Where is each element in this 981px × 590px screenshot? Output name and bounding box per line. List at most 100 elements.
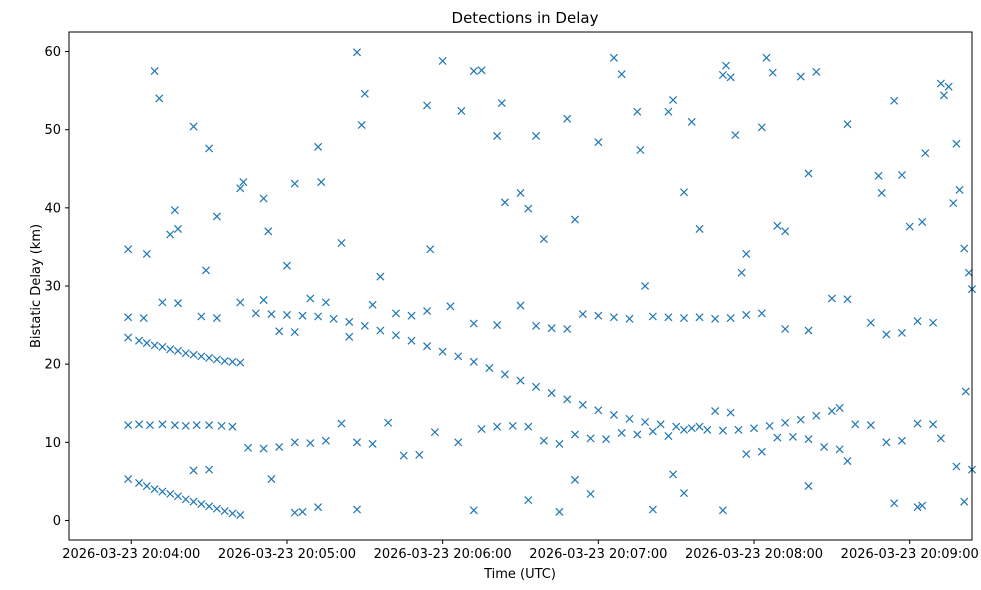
x-tick-label: 2026-03-23 20:06:00 (374, 547, 512, 562)
data-point (570, 475, 580, 484)
y-tick-label: 60 (44, 45, 61, 60)
data-point (391, 331, 400, 340)
data-point (773, 433, 782, 442)
data-point (905, 222, 914, 231)
data-point (158, 298, 167, 307)
data-point (259, 194, 268, 203)
data-point (317, 178, 326, 187)
data-point (625, 414, 634, 423)
data-point (236, 184, 245, 193)
data-point (197, 500, 206, 509)
data-point (290, 438, 299, 447)
data-point (508, 421, 517, 430)
data-point (426, 245, 435, 254)
data-point (929, 318, 938, 327)
data-point (264, 227, 273, 236)
data-point (781, 324, 790, 334)
data-point (563, 114, 572, 123)
data-point (516, 301, 525, 310)
data-point (205, 465, 214, 474)
data-point (737, 268, 746, 277)
data-point (290, 179, 299, 188)
data-point (430, 428, 439, 437)
data-point (718, 70, 727, 80)
data-point (936, 434, 945, 443)
data-point (212, 355, 221, 364)
data-point (796, 72, 805, 81)
data-point (695, 313, 704, 322)
data-point (578, 400, 587, 409)
data-point (866, 318, 875, 327)
data-point (360, 321, 369, 330)
data-point (570, 215, 580, 224)
data-point (275, 442, 284, 452)
data-point (617, 428, 626, 437)
data-point (376, 326, 385, 335)
data-point (641, 281, 650, 291)
data-point (142, 339, 151, 348)
data-point (718, 506, 727, 515)
x-tick-label: 2026-03-23 20:07:00 (529, 547, 667, 562)
data-point (960, 244, 969, 253)
data-point (469, 67, 478, 76)
data-point (586, 489, 595, 498)
data-point (407, 311, 416, 320)
data-point (633, 107, 642, 116)
data-point (788, 432, 797, 441)
data-point (964, 268, 973, 277)
data-point (804, 326, 813, 335)
data-point (843, 457, 852, 466)
data-point (762, 53, 771, 62)
data-point (773, 221, 782, 230)
data-point (757, 447, 766, 456)
data-point (173, 492, 183, 501)
y-tick-label: 0 (53, 514, 61, 529)
data-point (236, 358, 245, 367)
y-tick-label: 10 (44, 436, 61, 451)
data-point (298, 311, 307, 320)
data-point (166, 230, 175, 239)
data-point (282, 261, 291, 270)
data-point (648, 427, 657, 436)
data-point (539, 436, 548, 445)
data-point (609, 410, 618, 419)
y-tick-label: 40 (44, 201, 61, 216)
data-point (547, 389, 556, 398)
data-point (890, 96, 899, 105)
data-point (664, 107, 673, 116)
y-tick-label: 20 (44, 358, 61, 373)
data-point (952, 139, 961, 148)
data-point (384, 418, 393, 427)
data-point (757, 309, 766, 318)
data-point (290, 328, 299, 337)
data-point (578, 310, 587, 319)
y-axis-label: Bistatic Delay (km) (29, 224, 44, 348)
data-point (500, 370, 509, 379)
data-point (469, 506, 478, 515)
data-point (532, 131, 541, 140)
data-point (173, 224, 183, 233)
data-point (656, 420, 665, 429)
data-point (918, 217, 927, 226)
data-point (812, 411, 821, 420)
data-point (353, 438, 362, 447)
data-point (594, 138, 603, 147)
data-point (703, 425, 712, 434)
data-point (170, 421, 179, 430)
data-point (609, 313, 618, 322)
data-point (321, 436, 330, 445)
data-point (329, 314, 338, 323)
data-point (570, 430, 580, 439)
data-point (220, 507, 229, 516)
data-point (594, 311, 603, 320)
data-point (929, 420, 938, 429)
data-point (259, 444, 268, 453)
data-point (423, 306, 432, 316)
data-point (493, 321, 502, 330)
data-point (804, 435, 813, 444)
data-point (399, 451, 408, 460)
data-point (524, 204, 533, 213)
data-point (220, 357, 229, 366)
data-point (306, 439, 315, 448)
data-point (212, 212, 221, 221)
